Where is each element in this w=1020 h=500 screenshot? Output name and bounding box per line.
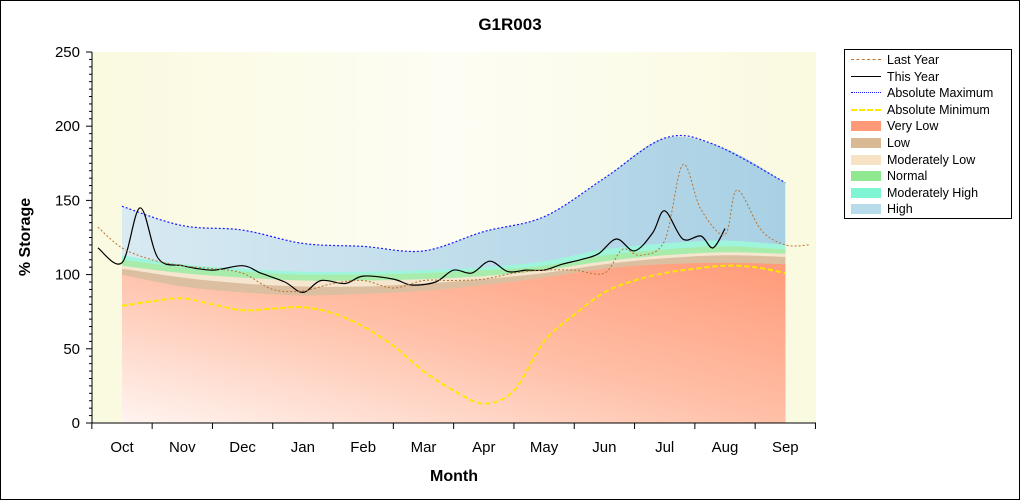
lines-layer [97, 134, 810, 405]
legend-item: This Year [845, 69, 1011, 85]
legend-swatch [849, 201, 883, 217]
y-tick-label: 200 [55, 118, 80, 135]
x-tick-label: Aug [712, 439, 739, 456]
x-tick-label: Nov [169, 439, 196, 456]
last-year-line [97, 164, 810, 293]
legend-swatch [849, 152, 883, 168]
x-tick-label: Jun [592, 439, 616, 456]
band-very-low [122, 262, 786, 423]
this-year-line [97, 207, 726, 294]
legend-item: Moderately High [845, 185, 1011, 201]
legend-swatch [849, 69, 883, 85]
y-tick-label: 0 [72, 415, 80, 432]
legend: Last Year This Year Absolute Maximum Absolu… [844, 49, 1012, 219]
legend-label: High [887, 202, 913, 217]
legend-swatch [849, 118, 883, 134]
x-tick-label: Jan [291, 439, 315, 456]
legend-swatch [849, 135, 883, 151]
y-tick-label: 250 [55, 44, 80, 61]
legend-item: Absolute Minimum [845, 102, 1011, 118]
legend-item: Very Low [845, 118, 1011, 134]
legend-item: Low [845, 135, 1011, 151]
x-axis-label: Month [430, 468, 478, 485]
chart-title: G1R003 [478, 15, 541, 34]
legend-label: Absolute Maximum [887, 86, 994, 101]
legend-item: Last Year [845, 52, 1011, 68]
legend-swatch [849, 102, 883, 118]
legend-label: Last Year [887, 53, 940, 67]
y-axis-label: % Storage [17, 198, 34, 276]
x-tick-label: Mar [411, 439, 437, 456]
legend-swatch [849, 185, 883, 201]
legend-swatch [849, 168, 883, 184]
legend-item: High [845, 201, 1011, 217]
x-tick-label: Oct [110, 439, 134, 456]
legend-item: Moderately Low [845, 152, 1011, 168]
legend-swatch [849, 85, 883, 101]
abs-max-line [121, 134, 786, 253]
legend-label: Moderately High [887, 185, 979, 200]
bands-layer [122, 136, 786, 424]
x-tick-label: May [530, 439, 559, 456]
abs-min-line [121, 264, 786, 405]
x-tick-label: Feb [350, 439, 376, 456]
y-tick-label: 100 [55, 267, 80, 284]
y-tick-label: 150 [55, 192, 80, 209]
y-tick-label: 50 [63, 341, 80, 358]
x-tick-label: Apr [472, 439, 495, 456]
x-tick-label: Sep [772, 439, 799, 456]
legend-label: Normal [887, 169, 928, 184]
x-tick-label: Dec [229, 439, 256, 456]
legend-item: Absolute Maximum [845, 85, 1011, 101]
legend-swatch [849, 52, 883, 68]
legend-label: This Year [887, 69, 940, 84]
legend-label: Very Low [887, 119, 939, 134]
legend-label: Absolute Minimum [887, 102, 990, 117]
legend-label: Low [887, 136, 910, 150]
axes-layer: 0 50 100 150 200 250 Oct Nov Dec Jan Feb Mar Apr May J… [55, 44, 816, 456]
x-tick-label: Jul [655, 439, 674, 456]
legend-item: Normal [845, 168, 1011, 184]
legend-label: Moderately Low [887, 152, 976, 167]
